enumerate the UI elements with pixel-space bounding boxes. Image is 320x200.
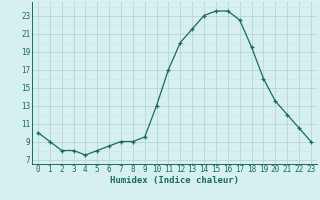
- X-axis label: Humidex (Indice chaleur): Humidex (Indice chaleur): [110, 176, 239, 185]
